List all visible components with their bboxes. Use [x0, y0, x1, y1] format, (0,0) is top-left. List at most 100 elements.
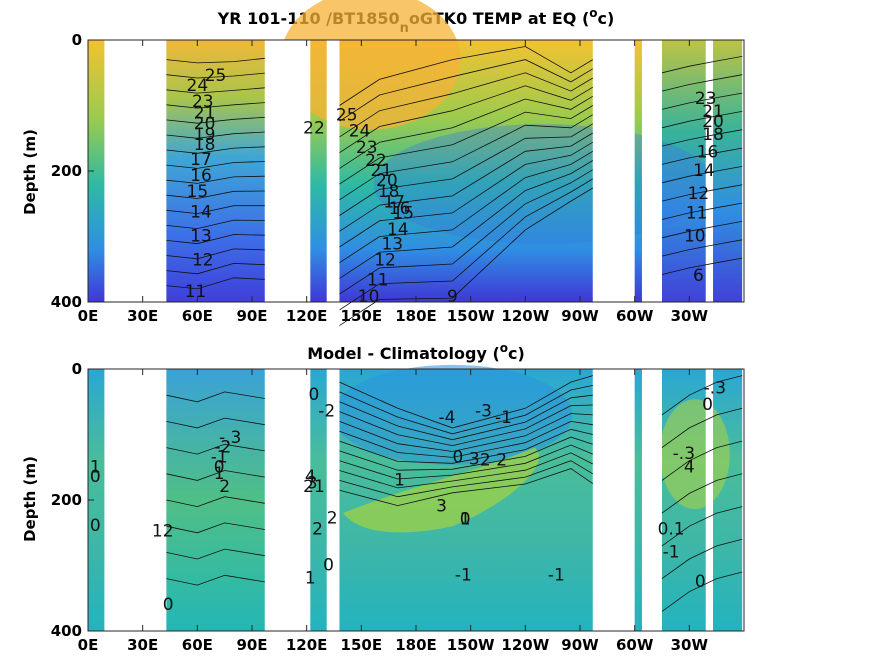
y-tick-label-1: 200 — [51, 491, 82, 509]
contour-pacific-6 — [339, 428, 593, 464]
contour-indian-15 — [166, 277, 265, 290]
contour-label-17: 22 — [365, 151, 387, 171]
x-tick-label-7: 150W — [447, 307, 495, 325]
contour-label-3: 21 — [194, 103, 216, 123]
contour-atlantic-0 — [661, 56, 743, 74]
contour-label-31: 23 — [695, 89, 717, 109]
contour-label-1: -2 — [214, 438, 231, 458]
contour-pacific-8 — [339, 444, 593, 480]
contour-label-25: 2 — [480, 451, 491, 471]
contour-pacific-12 — [339, 169, 594, 295]
x-tick-label-0: 0E — [78, 307, 99, 325]
contour-label-24: 3 — [469, 449, 480, 469]
contour-indian-4 — [166, 116, 265, 124]
x-tick-label-10: 60W — [616, 307, 654, 325]
land-mask-2 — [326, 40, 340, 302]
bottom-panel-ylabel: Depth (m) — [21, 456, 39, 542]
contour-indian-4 — [166, 496, 265, 508]
contour-label-32: -1 — [548, 565, 565, 585]
contour-pacific-1 — [339, 385, 593, 435]
contour-indian-1 — [166, 417, 265, 429]
contour-label-40: 6 — [693, 266, 704, 286]
land-mask-5 — [705, 369, 714, 631]
x-tick-label-3: 90E — [236, 307, 267, 325]
x-tick-label-11: 30W — [671, 636, 709, 654]
contour-pacific-6 — [339, 114, 594, 201]
contour-atlantic-2 — [661, 440, 743, 481]
contour-atlantic-3 — [661, 111, 743, 129]
contour-label-7: 17 — [190, 150, 212, 170]
contour-atlantic-9 — [661, 221, 743, 239]
contour-label-23: 0 — [452, 447, 463, 467]
contour-label-12: 12 — [192, 251, 214, 271]
bottom-panel-contour-lines — [166, 375, 743, 612]
x-tick-label-9: 90W — [561, 636, 599, 654]
contour-pacific-10 — [339, 150, 594, 264]
contour-indian-7 — [166, 161, 265, 169]
contour-pacific-7 — [339, 123, 594, 216]
contour-label-21: -3 — [475, 402, 492, 422]
contour-label-36: 4 — [684, 457, 695, 477]
contour-pacific-10 — [339, 460, 594, 498]
contour-pacific-4 — [339, 413, 593, 452]
contour-pacific-8 — [339, 132, 594, 232]
bottom-panel-ticks: 0E 30E 60E 90E 120E 150E 180E 150W 120W 90W 60W 30W… — [51, 360, 709, 654]
field-atlantic — [662, 40, 744, 302]
contour-label-11: 13 — [190, 227, 212, 247]
contour-label-22: -1 — [495, 408, 512, 428]
contour-label-11: 0 — [309, 385, 320, 405]
y-tick-label-0: 0 — [72, 360, 82, 378]
contour-label-30: 22 — [303, 118, 325, 138]
contour-indian-2 — [166, 443, 265, 455]
x-tick-label-8: 120W — [501, 307, 549, 325]
contour-pacific-2 — [339, 72, 594, 138]
contour-atlantic-1 — [661, 407, 743, 448]
contour-label-34: 0 — [702, 395, 713, 415]
contour-pacific-0 — [339, 46, 594, 106]
x-tick-label-2: 60E — [182, 307, 213, 325]
contour-label-35: -.3 — [673, 444, 695, 464]
contour-label-13: 4 — [305, 467, 316, 487]
x-tick-label-11: 30W — [671, 307, 709, 325]
x-tick-label-8: 120W — [501, 636, 549, 654]
top-panel: YR 101-110 /BT1850noGTK0 TEMP at EQ (oc)… — [21, 0, 745, 326]
x-tick-label-5: 150E — [341, 307, 383, 325]
contour-label-10: 14 — [190, 202, 212, 222]
bottom-panel-land-mask — [104, 369, 744, 631]
contour-label-36: 14 — [693, 161, 715, 181]
contour-label-30: 1 — [460, 510, 471, 530]
contour-label-20: 18 — [378, 182, 400, 202]
contour-label-5: 2 — [219, 477, 230, 497]
contour-label-38: -1 — [663, 542, 680, 562]
contour-label-33: -.3 — [704, 379, 726, 399]
top-panel-land-mask — [104, 40, 744, 302]
contour-indian-7 — [166, 574, 265, 586]
land-mask-0 — [104, 40, 167, 302]
contour-label-9: 15 — [187, 182, 209, 202]
top-panel-contour-lines — [166, 46, 743, 326]
contour-atlantic-10 — [661, 239, 743, 257]
land-mask-6 — [742, 40, 744, 302]
x-tick-label-6: 180E — [395, 307, 437, 325]
contour-label-12: -2 — [318, 402, 335, 422]
land-mask-3 — [592, 40, 635, 302]
x-tick-label-1: 30E — [127, 307, 158, 325]
contour-label-16: 23 — [356, 138, 378, 158]
x-tick-label-0: 0E — [78, 636, 99, 654]
contour-label-31: -1 — [455, 565, 472, 585]
x-tick-label-5: 150E — [341, 636, 383, 654]
contour-label-8: 16 — [190, 166, 212, 186]
contour-label-29: 0 — [460, 510, 471, 530]
y-tick-label-1: 200 — [51, 162, 82, 180]
contour-indian-14 — [166, 262, 265, 275]
contour-atlantic-4 — [661, 129, 743, 147]
contour-label-2: 23 — [192, 92, 214, 112]
contour-indian-10 — [166, 205, 265, 215]
field-cool-anomaly — [332, 364, 573, 465]
contour-indian-0 — [166, 57, 265, 64]
contour-pacific-9 — [339, 141, 594, 248]
contour-pacific-13 — [339, 178, 594, 311]
contour-pacific-4 — [339, 95, 594, 169]
top-panel-ylabel: Depth (m) — [21, 129, 39, 215]
